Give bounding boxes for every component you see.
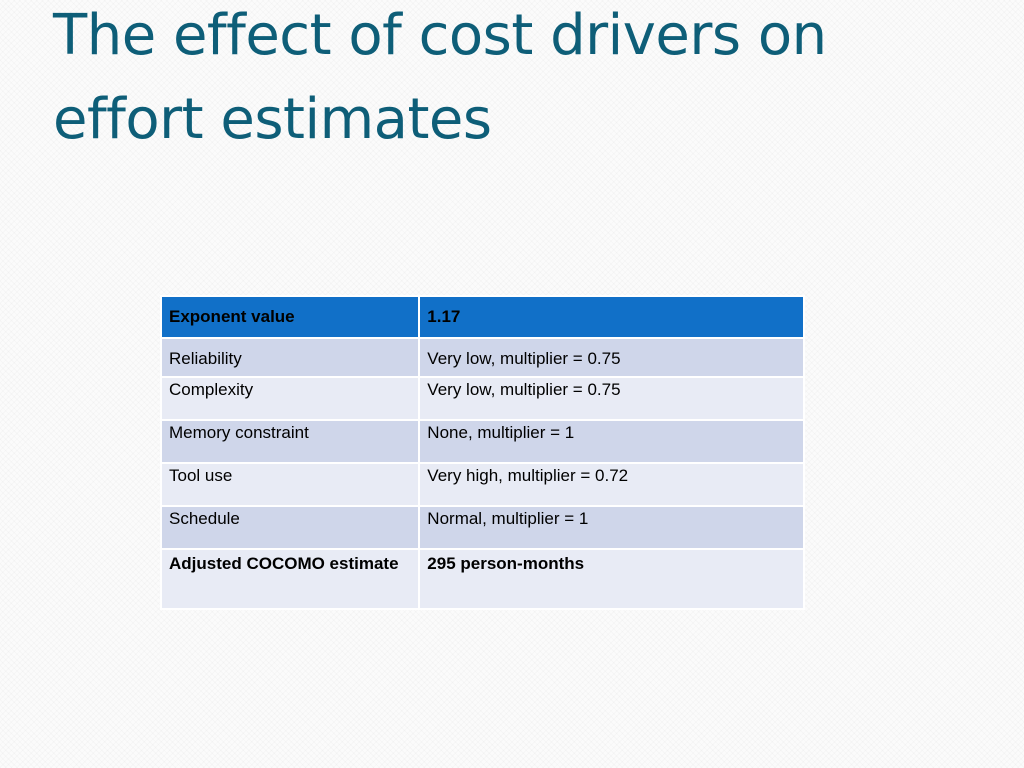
cost-drivers-table: Exponent value 1.17 Reliability Very low… — [159, 295, 805, 610]
table-total-row: Adjusted COCOMO estimate 295 person-mont… — [159, 548, 805, 610]
table-row: Reliability Very low, multiplier = 0.75 — [159, 337, 805, 378]
driver-label-cell: Reliability — [159, 337, 421, 378]
driver-label-cell: Complexity — [159, 376, 421, 421]
driver-value-cell: Very low, multiplier = 0.75 — [418, 376, 805, 421]
table-row: Memory constraint None, multiplier = 1 — [159, 419, 805, 464]
driver-value-cell: Very high, multiplier = 0.72 — [418, 462, 805, 507]
table-row: Complexity Very low, multiplier = 0.75 — [159, 376, 805, 421]
driver-label-cell: Tool use — [159, 462, 421, 507]
exponent-label-cell: Exponent value — [159, 295, 421, 339]
cost-drivers-table-container: Exponent value 1.17 Reliability Very low… — [159, 295, 805, 610]
driver-label-cell: Schedule — [159, 505, 421, 550]
table-row: Tool use Very high, multiplier = 0.72 — [159, 462, 805, 507]
driver-value-cell: None, multiplier = 1 — [418, 419, 805, 464]
exponent-value-cell: 1.17 — [418, 295, 805, 339]
slide-title: The effect of cost drivers on effort est… — [53, 3, 827, 152]
table-header-row: Exponent value 1.17 — [159, 295, 805, 339]
driver-label-cell: Memory constraint — [159, 419, 421, 464]
driver-value-cell: Very low, multiplier = 0.75 — [418, 337, 805, 378]
table-row: Schedule Normal, multiplier = 1 — [159, 505, 805, 550]
total-value-cell: 295 person-months — [418, 548, 805, 610]
driver-value-cell: Normal, multiplier = 1 — [418, 505, 805, 550]
total-label-cell: Adjusted COCOMO estimate — [159, 548, 421, 610]
